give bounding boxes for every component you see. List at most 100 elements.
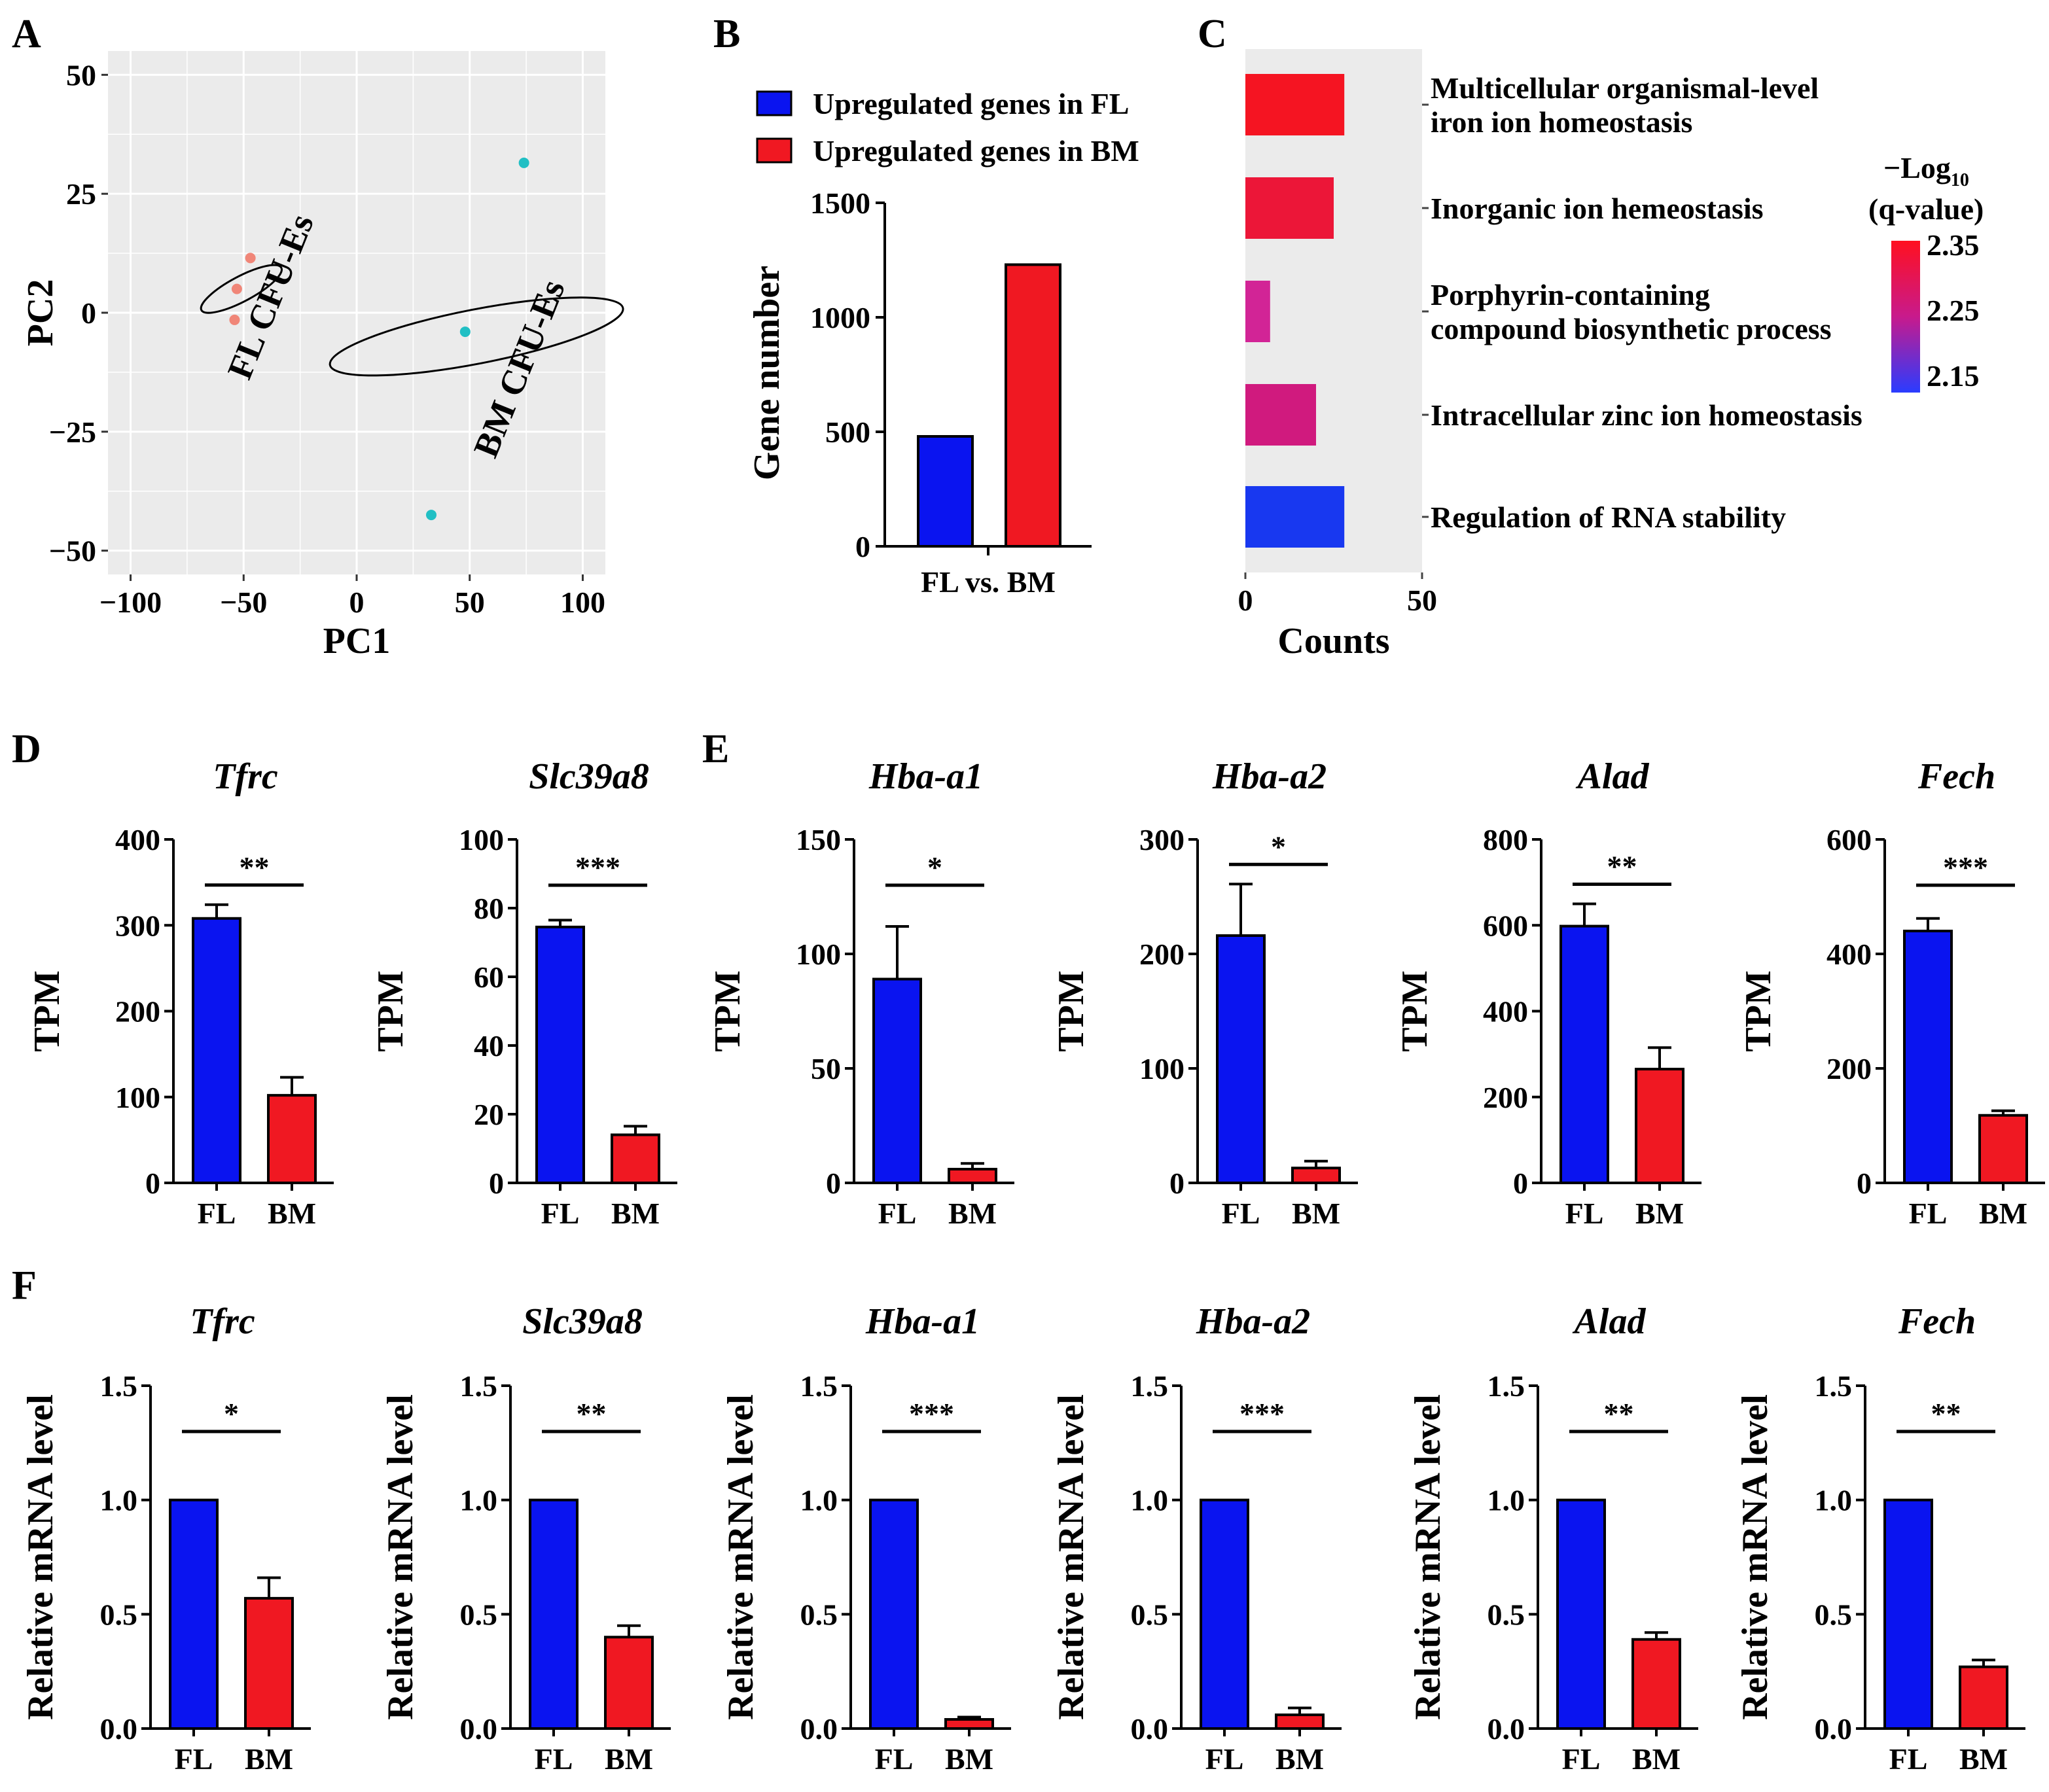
x-tick-label: BM bbox=[1959, 1742, 2008, 1776]
x-tick-label: BM bbox=[948, 1197, 997, 1230]
significance-stars: ** bbox=[1607, 849, 1637, 883]
y-tick-label: 100 bbox=[115, 1081, 160, 1114]
y-tick-label: 60 bbox=[474, 960, 504, 994]
significance-stars: ** bbox=[1604, 1397, 1634, 1430]
x-tick-label: BM bbox=[1979, 1197, 2027, 1230]
bar-chart-d-tfrc: 0 100 200 300 400 FL BM ** Tfrc TPM bbox=[27, 756, 334, 1230]
significance-stars: * bbox=[927, 851, 942, 884]
bar-fl bbox=[1883, 1498, 1933, 1731]
y-axis-label: TPM bbox=[1051, 970, 1092, 1051]
enrichment-bar bbox=[1245, 384, 1316, 446]
gene-number-y-tick-label: 0 bbox=[855, 530, 870, 563]
y-tick-label: 800 bbox=[1483, 823, 1528, 856]
enrichment-category-label: Multicellular organismal-level iron ion h… bbox=[1431, 71, 1819, 139]
y-tick-label: 100 bbox=[459, 823, 504, 856]
pca-cluster-ellipse bbox=[329, 296, 624, 377]
y-tick-label: 400 bbox=[115, 823, 160, 856]
x-tick-label: FL bbox=[875, 1742, 914, 1776]
y-axis-label: Relative mRNA level bbox=[721, 1394, 761, 1720]
pca-point bbox=[245, 253, 256, 264]
bar-bm bbox=[948, 1168, 997, 1184]
significance-stars: *** bbox=[1943, 851, 1988, 884]
y-tick-label: 0.5 bbox=[460, 1598, 498, 1631]
enrichment-bar bbox=[1245, 486, 1345, 548]
bar-chart-e-alad: 0 200 400 600 800 FL BM ** Alad TPM bbox=[1395, 756, 1702, 1230]
x-tick-label: FL bbox=[535, 1742, 573, 1776]
significance-stars: ** bbox=[240, 851, 270, 884]
bar-fl bbox=[1559, 924, 1609, 1184]
y-tick-label: 400 bbox=[1826, 938, 1872, 971]
y-tick-label: 1.5 bbox=[1488, 1369, 1525, 1403]
significance-stars: *** bbox=[1239, 1397, 1285, 1430]
x-tick-label: FL bbox=[1222, 1197, 1260, 1230]
y-tick-label: 200 bbox=[1826, 1052, 1872, 1085]
pca-point bbox=[459, 326, 471, 338]
pca-y-tick-label: 25 bbox=[66, 177, 96, 211]
y-tick-label: 0.0 bbox=[800, 1712, 838, 1746]
pca-point bbox=[426, 510, 437, 521]
colorbar-tick: 2.35 bbox=[1927, 228, 1980, 262]
significance-stars: *** bbox=[909, 1397, 954, 1430]
bar-bm bbox=[944, 1718, 994, 1730]
panel-b-gene-number: B Upregulated genes in FL Upregulated ge… bbox=[713, 12, 1139, 599]
gene-number-y-tick-label: 1500 bbox=[810, 186, 870, 220]
panel-d-label: D bbox=[12, 727, 41, 771]
bar-bm bbox=[1275, 1713, 1325, 1731]
y-axis-label: Relative mRNA level bbox=[380, 1394, 421, 1720]
bar-chart-e-hba-a1: 0 50 100 150 FL BM * Hba-a1 TPM bbox=[707, 756, 1014, 1230]
enrichment-category-line: Multicellular organismal-level bbox=[1431, 71, 1819, 105]
bar-chart-f-hba-a2: 0.0 0.5 1.0 1.5 FL BM *** Hba-a2 Relative mRNA l… bbox=[1051, 1301, 1342, 1776]
bar-chart-e-hba-a2: 0 100 200 300 FL BM * Hba-a2 TPM bbox=[1051, 756, 1358, 1230]
gene-title: Fech bbox=[1898, 1301, 1976, 1342]
pca-x-tick-label: 50 bbox=[455, 586, 485, 619]
bar-bm bbox=[611, 1133, 660, 1184]
gene-title: Hba-a2 bbox=[1212, 756, 1327, 797]
y-tick-label: 1.0 bbox=[100, 1484, 138, 1517]
y-tick-label: 200 bbox=[115, 995, 160, 1028]
bar-fl bbox=[1216, 934, 1266, 1184]
bar-bm bbox=[604, 1636, 654, 1730]
bar-fl bbox=[169, 1498, 219, 1731]
y-tick-label: 0.5 bbox=[1131, 1598, 1169, 1631]
gene-number-y-tick-label: 1000 bbox=[810, 301, 870, 334]
significance-stars: ** bbox=[1931, 1397, 1961, 1430]
enrichment-category-line: Intracellular zinc ion homeostasis bbox=[1431, 398, 1862, 432]
y-tick-label: 0 bbox=[1513, 1167, 1528, 1200]
enrichment-plot-background bbox=[1245, 49, 1422, 572]
y-tick-label: 0 bbox=[826, 1167, 841, 1200]
x-tick-label: BM bbox=[945, 1742, 993, 1776]
panel-f-label: F bbox=[12, 1263, 37, 1308]
bar-bm bbox=[1631, 1638, 1681, 1731]
y-tick-label: 20 bbox=[474, 1098, 504, 1131]
x-tick-label: FL bbox=[878, 1197, 917, 1230]
enrichment-category-label: Regulation of RNA stability bbox=[1431, 501, 1786, 534]
y-tick-label: 200 bbox=[1483, 1081, 1528, 1114]
bar-fl bbox=[1556, 1498, 1606, 1731]
bar-chart-f-slc39a8: 0.0 0.5 1.0 1.5 FL BM ** Slc39a8 Relative mRNA l… bbox=[380, 1301, 671, 1776]
pca-x-tick-label: −50 bbox=[220, 586, 267, 619]
pca-points bbox=[200, 157, 624, 521]
x-tick-label: BM bbox=[1632, 1742, 1681, 1776]
pca-point bbox=[231, 283, 242, 294]
pca-y-tick-label: 50 bbox=[66, 58, 96, 92]
significance-stars: * bbox=[1271, 830, 1286, 863]
panel-a-label: A bbox=[12, 12, 41, 56]
bar-chart-f-fech: 0.0 0.5 1.0 1.5 FL BM ** Fech Relative mRNA leve… bbox=[1735, 1301, 2025, 1776]
y-tick-label: 0.5 bbox=[800, 1598, 838, 1631]
bar-fl bbox=[529, 1498, 579, 1731]
enrichment-bar-chart: Multicellular organismal-level iron ion h… bbox=[1238, 71, 1862, 617]
pca-grid bbox=[108, 51, 605, 574]
y-axis-label: TPM bbox=[27, 970, 67, 1051]
y-axis-label: TPM bbox=[707, 970, 748, 1051]
bar-bm bbox=[267, 1094, 317, 1184]
enrichment-bar bbox=[1245, 177, 1334, 239]
colorbar-title: −Log10 bbox=[1883, 151, 1969, 190]
bar-fl bbox=[192, 917, 241, 1184]
y-axis-label: Relative mRNA level bbox=[20, 1394, 61, 1720]
x-tick-label: FL bbox=[198, 1197, 236, 1230]
pca-y-tick-label: 0 bbox=[81, 296, 96, 330]
x-tick-label: FL bbox=[1562, 1742, 1601, 1776]
x-tick-label: FL bbox=[1205, 1742, 1244, 1776]
y-tick-label: 200 bbox=[1139, 938, 1185, 971]
